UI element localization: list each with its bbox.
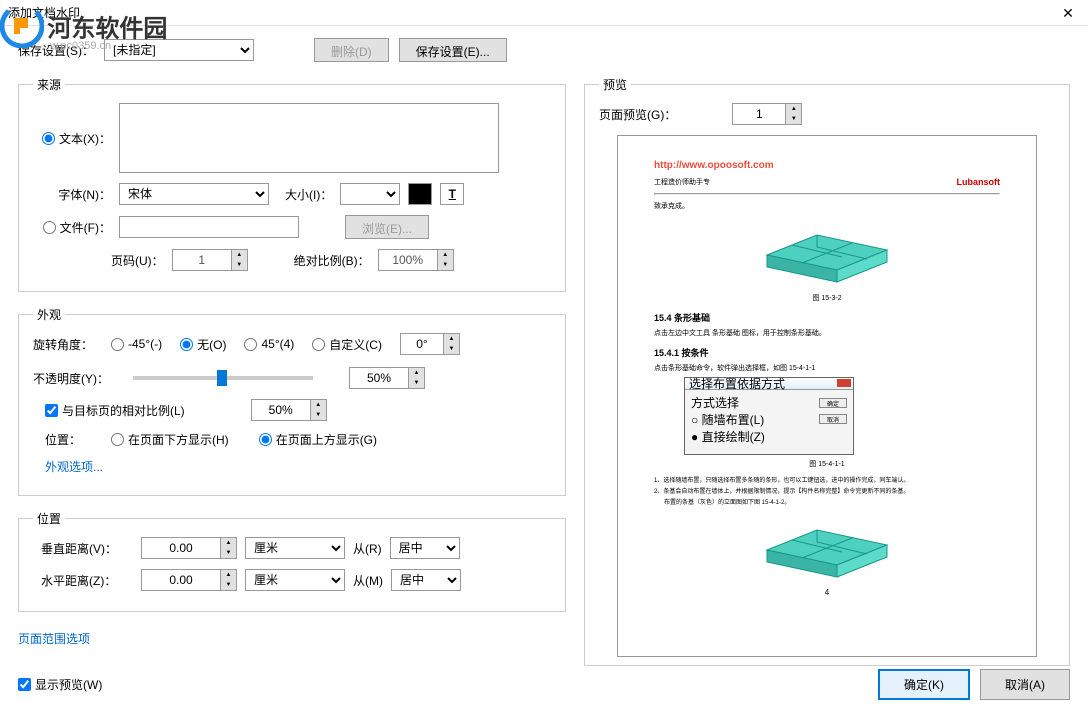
window-title: 添加文档水印 [8,4,80,21]
preset-select[interactable]: [未指定] [104,39,254,61]
page-label: 页码(U)： [111,252,164,269]
file-path-input[interactable] [119,216,299,238]
titlebar: 添加文档水印 ✕ [0,0,1088,26]
delete-button[interactable]: 删除(D) [314,38,389,62]
size-select[interactable] [340,183,400,205]
font-label: 字体(N)： [33,186,111,203]
appearance-legend: 外观 [33,306,65,323]
vfrom-select[interactable]: 居中 [390,537,460,559]
color-picker[interactable] [408,183,432,205]
slider-thumb[interactable] [217,370,227,386]
relative-scale-value[interactable] [251,399,311,421]
rot-none[interactable] [180,338,193,351]
preview-watermark: http://www.opoosoft.com [654,160,1000,171]
size-label: 大小(I)： [285,186,332,203]
show-preview-label[interactable]: 显示预览(W) [18,676,102,693]
hfrom-label: 从(M) [353,572,383,589]
page-value[interactable] [172,249,232,271]
file-radio-label[interactable]: 文件(F)： [33,219,111,236]
rotation-label: 旋转角度： [33,336,93,353]
dialog-mock: 选择布置依据方式 方式选择 ○ 随墙布置(L) ● 直接绘制(Z) 确定 取消 [684,377,854,455]
top-toolbar: 保存设置(S)： [未指定] 删除(D) 保存设置(E)... [18,38,1070,62]
page-spinner[interactable]: ▲▼ [172,249,248,271]
hfrom-select[interactable]: 居中 [391,569,461,591]
appearance-fieldset: 外观 旋转角度： -45°(-) 无(O) 45°(4) 自定义(C) ▲▼ 不… [18,306,566,496]
relative-scale-check[interactable] [45,404,58,417]
position-fieldset: 位置 垂直距离(V)： ▲▼ 厘米 从(R) 居中 水平距离(Z)： ▲▼ 厘米… [18,510,566,612]
rot-45-label[interactable]: 45°(4) [244,337,294,351]
save-settings-button[interactable]: 保存设置(E)... [399,38,507,62]
vfrom-label: 从(R) [353,540,382,557]
pos-above-label[interactable]: 在页面上方显示(G) [259,431,377,448]
opacity-slider[interactable] [133,376,313,380]
opacity-label: 不透明度(Y)： [33,370,125,387]
brand-text: Lubansoft [957,177,1001,187]
rot-none-label[interactable]: 无(O) [180,336,226,353]
scale-spinner[interactable]: ▲▼ [378,249,454,271]
rot-custom[interactable] [312,338,325,351]
vdist-unit[interactable]: 厘米 [245,537,345,559]
rot-45[interactable] [244,338,257,351]
preview-legend: 预览 [599,76,631,93]
cancel-button[interactable]: 取消(A) [980,669,1070,700]
text-radio-label[interactable]: 文本(X)： [33,130,111,147]
page-range-link[interactable]: 页面范围选项 [18,630,566,647]
preview-page: http://www.opoosoft.com 工程造价师助手专 Lubanso… [617,135,1037,657]
watermark-text-input[interactable] [119,103,499,173]
scale-down[interactable]: ▼ [438,260,453,270]
relative-scale-label[interactable]: 与目标页的相对比例(L) [45,402,185,419]
preview-fieldset: 预览 页面预览(G)： ▲▼ http://www.opoosoft.com 工… [584,76,1070,666]
rot-value-spinner[interactable]: ▲▼ [400,333,460,355]
page-preview-label: 页面预览(G)： [599,106,676,123]
rot-neg45[interactable] [111,338,124,351]
position-legend: 位置 [33,510,65,527]
scale-value[interactable] [378,249,438,271]
position-label: 位置： [45,431,81,448]
font-select[interactable]: 宋体 [119,183,269,205]
browse-button[interactable]: 浏览(E)... [345,215,429,239]
pos-below-label[interactable]: 在页面下方显示(H) [111,431,229,448]
opacity-value[interactable] [349,367,409,389]
file-radio[interactable] [43,221,56,234]
show-preview-check[interactable] [18,678,31,691]
pos-below[interactable] [111,433,124,446]
scale-label: 绝对比例(B)： [294,252,370,269]
vdist-label: 垂直距离(V)： [41,540,133,557]
ok-button[interactable]: 确定(K) [878,669,970,700]
page-preview-value[interactable] [732,103,786,125]
rot-value[interactable] [400,333,444,355]
underline-button[interactable]: T [440,183,464,205]
page-up[interactable]: ▲ [232,250,247,260]
source-legend: 来源 [33,76,65,93]
appearance-options-link[interactable]: 外观选项... [45,458,103,475]
iso-shape-1 [747,217,907,287]
hdist-label: 水平距离(Z)： [41,572,133,589]
save-settings-label: 保存设置(S)： [18,42,94,59]
scale-up[interactable]: ▲ [438,250,453,260]
rot-neg45-label[interactable]: -45°(-) [111,337,162,351]
iso-shape-2 [747,512,907,582]
hdist-unit[interactable]: 厘米 [245,569,345,591]
vdist-value[interactable] [141,537,221,559]
hdist-value[interactable] [141,569,221,591]
text-radio[interactable] [42,132,55,145]
bottom-bar: 显示预览(W) 确定(K) 取消(A) [18,669,1070,700]
pos-above[interactable] [259,433,272,446]
page-down[interactable]: ▼ [232,260,247,270]
rot-custom-label[interactable]: 自定义(C) [312,336,382,353]
close-button[interactable]: ✕ [1048,0,1088,26]
source-fieldset: 来源 文本(X)： 字体(N)： 宋体 大小(I)： T [18,76,566,292]
